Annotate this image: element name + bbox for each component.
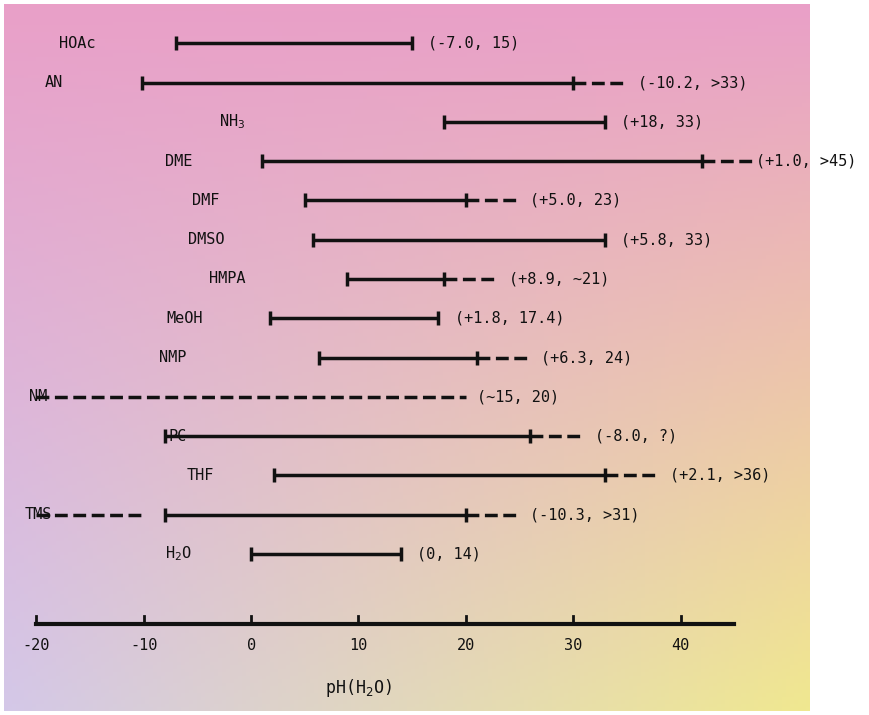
Text: (+2.1, >36): (+2.1, >36) [670, 468, 770, 483]
Text: PC: PC [169, 428, 187, 443]
Text: DMF: DMF [191, 193, 219, 208]
Text: (+1.8, 17.4): (+1.8, 17.4) [455, 311, 565, 326]
Text: (-8.0, ?): (-8.0, ?) [594, 428, 677, 443]
Text: (0, 14): (0, 14) [417, 546, 481, 561]
Text: H$_2$O: H$_2$O [165, 544, 192, 563]
Text: (+5.8, 33): (+5.8, 33) [621, 232, 713, 247]
Text: HMPA: HMPA [209, 272, 246, 287]
Text: 10: 10 [349, 638, 368, 654]
Text: (~15, 20): (~15, 20) [476, 389, 559, 404]
Text: DME: DME [164, 154, 192, 169]
Text: THF: THF [186, 468, 214, 483]
Text: (-7.0, 15): (-7.0, 15) [428, 36, 520, 51]
Text: pH(H$_2$O): pH(H$_2$O) [325, 678, 392, 699]
Text: AN: AN [45, 75, 63, 90]
Text: (-10.2, >33): (-10.2, >33) [638, 75, 747, 90]
Text: NH$_3$: NH$_3$ [219, 112, 246, 132]
Text: NMP: NMP [159, 350, 187, 365]
Text: (-10.3, >31): (-10.3, >31) [530, 507, 640, 522]
Text: DMSO: DMSO [188, 232, 224, 247]
Text: 30: 30 [564, 638, 582, 654]
Text: NM: NM [29, 389, 47, 404]
Text: 40: 40 [672, 638, 690, 654]
Text: (+6.3, 24): (+6.3, 24) [541, 350, 633, 365]
Text: (+18, 33): (+18, 33) [621, 114, 704, 129]
Text: (+5.0, 23): (+5.0, 23) [530, 193, 621, 208]
Text: 0: 0 [247, 638, 255, 654]
Text: -10: -10 [130, 638, 157, 654]
Text: (+8.9, ~21): (+8.9, ~21) [508, 272, 609, 287]
Text: HOAc: HOAc [59, 36, 96, 51]
Text: (+1.0, >45): (+1.0, >45) [756, 154, 856, 169]
Text: MeOH: MeOH [166, 311, 202, 326]
Text: TMS: TMS [25, 507, 52, 522]
Text: 20: 20 [457, 638, 475, 654]
Text: -20: -20 [23, 638, 50, 654]
